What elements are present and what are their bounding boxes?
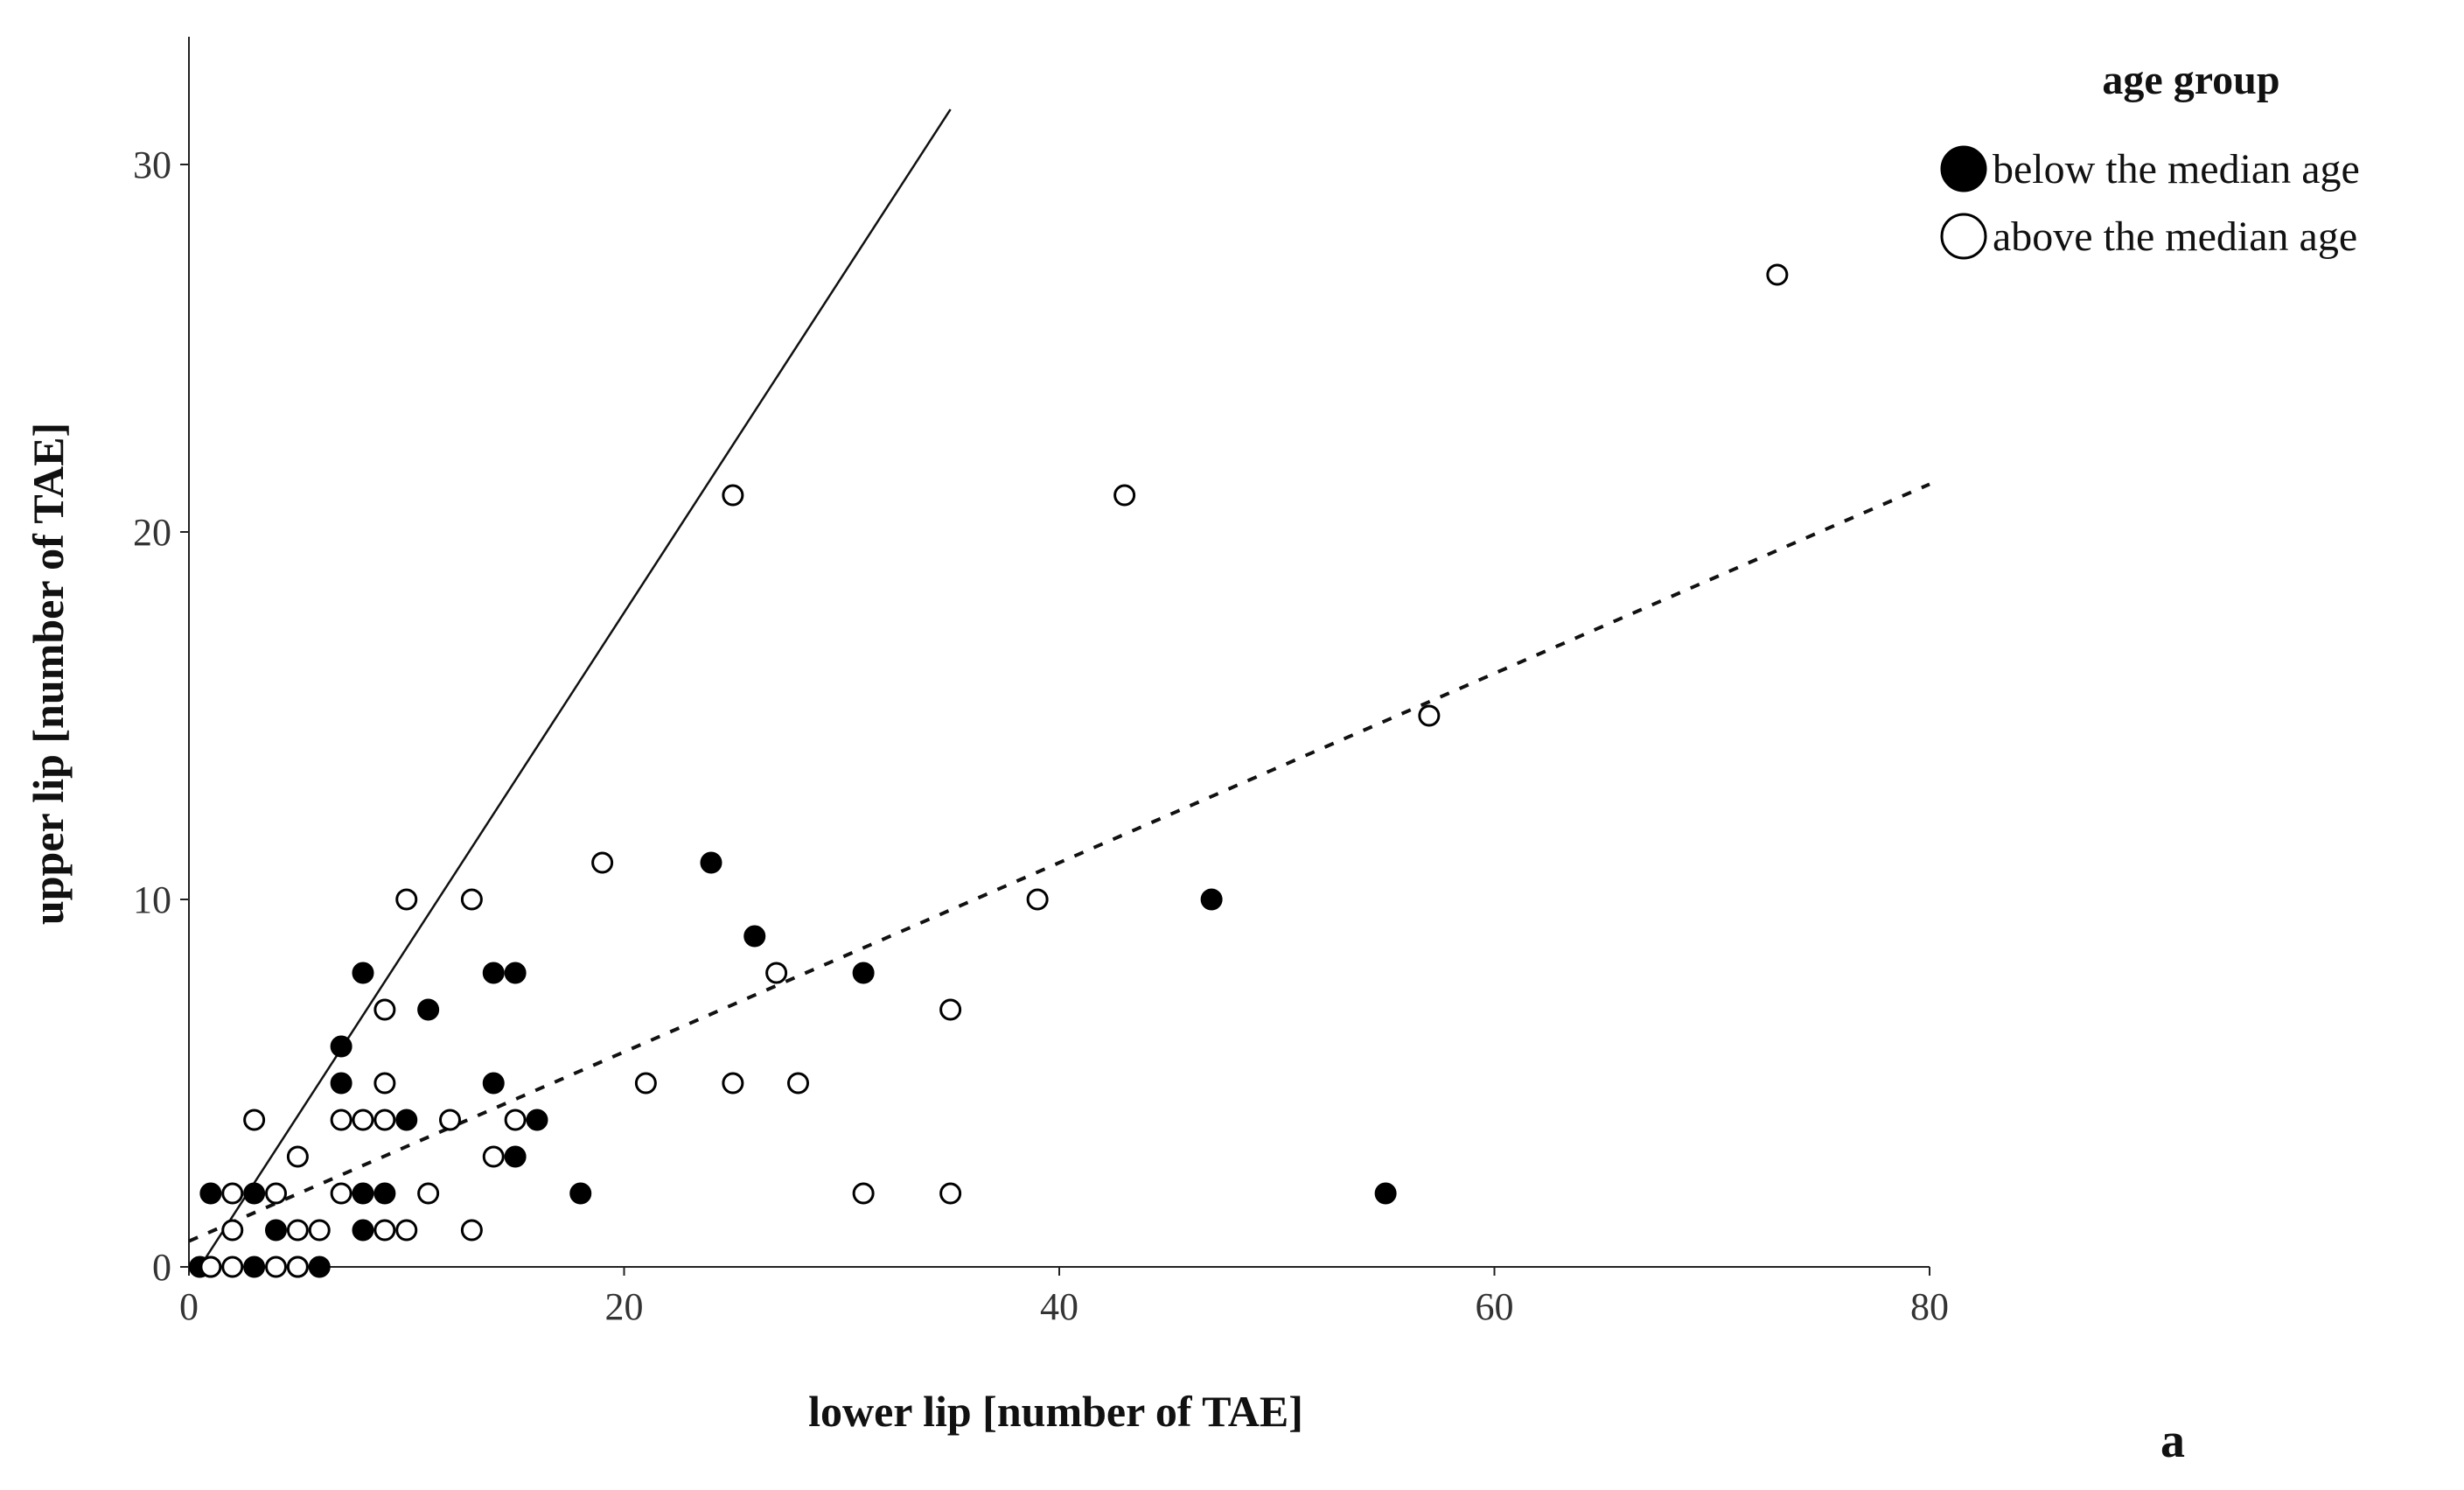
point-below-median bbox=[199, 1182, 222, 1205]
solid-reference-line bbox=[199, 108, 952, 1268]
point-above-median bbox=[243, 1109, 266, 1131]
y-axis-ticks: 0 10 20 30 bbox=[133, 143, 189, 1289]
y-tick-label: 10 bbox=[133, 878, 171, 921]
point-below-median bbox=[1374, 1182, 1397, 1205]
y-tick-label: 30 bbox=[133, 143, 171, 186]
point-below-median bbox=[308, 1256, 331, 1278]
dashed-reference-line bbox=[188, 482, 1930, 1243]
point-above-median bbox=[939, 1182, 962, 1205]
point-above-median bbox=[1113, 484, 1136, 507]
point-below-median bbox=[243, 1256, 266, 1278]
legend-label-above: above the median age bbox=[1993, 213, 2357, 260]
point-below-median bbox=[569, 1182, 592, 1205]
x-tick-label: 0 bbox=[179, 1285, 199, 1328]
point-below-median bbox=[482, 1072, 505, 1095]
x-tick-label: 40 bbox=[1040, 1285, 1078, 1328]
point-above-median bbox=[221, 1182, 244, 1205]
point-above-median bbox=[330, 1109, 352, 1131]
point-above-median bbox=[395, 1219, 418, 1242]
point-above-median bbox=[439, 1109, 461, 1131]
point-below-median bbox=[743, 925, 766, 948]
point-above-median bbox=[765, 962, 788, 984]
point-below-median bbox=[1200, 888, 1223, 911]
point-above-median bbox=[221, 1219, 244, 1242]
point-above-median bbox=[722, 1072, 744, 1095]
point-above-median bbox=[199, 1256, 222, 1278]
x-tick-label: 20 bbox=[605, 1285, 644, 1328]
legend-marker-open bbox=[1940, 213, 1987, 260]
point-above-median bbox=[1418, 704, 1441, 727]
point-above-median bbox=[330, 1182, 352, 1205]
point-above-median bbox=[395, 888, 418, 911]
point-below-median bbox=[265, 1219, 287, 1242]
point-above-median bbox=[265, 1256, 287, 1278]
point-above-median bbox=[460, 1219, 483, 1242]
legend-marker-filled bbox=[1940, 145, 1987, 192]
x-tick-label: 80 bbox=[1910, 1285, 1949, 1328]
point-below-median bbox=[330, 1035, 352, 1058]
reference-lines bbox=[188, 108, 1930, 1268]
point-above-median bbox=[373, 1219, 396, 1242]
point-below-median bbox=[373, 1182, 396, 1205]
point-above-median bbox=[286, 1256, 309, 1278]
point-below-median bbox=[504, 962, 527, 984]
point-above-median bbox=[591, 851, 614, 874]
point-above-median bbox=[373, 998, 396, 1021]
point-below-median bbox=[352, 1219, 374, 1242]
point-above-median bbox=[482, 1145, 505, 1168]
x-axis-ticks: 0 20 40 60 80 bbox=[179, 1267, 1949, 1328]
point-above-median bbox=[373, 1109, 396, 1131]
point-below-median bbox=[417, 998, 440, 1021]
legend-label-below: below the median age bbox=[1993, 146, 2360, 192]
data-points bbox=[188, 263, 1789, 1278]
point-below-median bbox=[700, 851, 722, 874]
point-above-median bbox=[460, 888, 483, 911]
point-above-median bbox=[352, 1109, 374, 1131]
point-above-median bbox=[221, 1256, 244, 1278]
point-above-median bbox=[722, 484, 744, 507]
legend-title: age group bbox=[2102, 57, 2279, 103]
point-below-median bbox=[482, 962, 505, 984]
point-above-median bbox=[286, 1145, 309, 1168]
point-below-median bbox=[504, 1145, 527, 1168]
y-axis-title: upper lip [number of TAE] bbox=[24, 423, 73, 925]
x-tick-label: 60 bbox=[1476, 1285, 1514, 1328]
point-below-median bbox=[243, 1182, 266, 1205]
point-below-median bbox=[330, 1072, 352, 1095]
point-above-median bbox=[308, 1219, 331, 1242]
point-above-median bbox=[787, 1072, 809, 1095]
point-above-median bbox=[1766, 263, 1789, 286]
point-above-median bbox=[286, 1219, 309, 1242]
point-above-median bbox=[1026, 888, 1049, 911]
point-below-median bbox=[852, 962, 875, 984]
point-above-median bbox=[504, 1109, 527, 1131]
point-below-median bbox=[526, 1109, 548, 1131]
panel-label: a bbox=[2160, 1414, 2185, 1468]
plot-area: 0 20 40 60 80 0 10 20 30 bbox=[133, 37, 1949, 1328]
point-above-median bbox=[265, 1182, 287, 1205]
y-tick-label: 20 bbox=[133, 511, 171, 554]
point-below-median bbox=[352, 962, 374, 984]
point-above-median bbox=[939, 998, 962, 1021]
legend: age group below the median age above the… bbox=[1940, 57, 2360, 260]
point-below-median bbox=[395, 1109, 418, 1131]
x-axis-title: lower lip [number of TAE] bbox=[808, 1387, 1303, 1436]
point-above-median bbox=[634, 1072, 657, 1095]
point-below-median bbox=[352, 1182, 374, 1205]
y-tick-label: 0 bbox=[152, 1246, 171, 1289]
point-above-median bbox=[417, 1182, 440, 1205]
point-above-median bbox=[373, 1072, 396, 1095]
point-above-median bbox=[852, 1182, 875, 1205]
